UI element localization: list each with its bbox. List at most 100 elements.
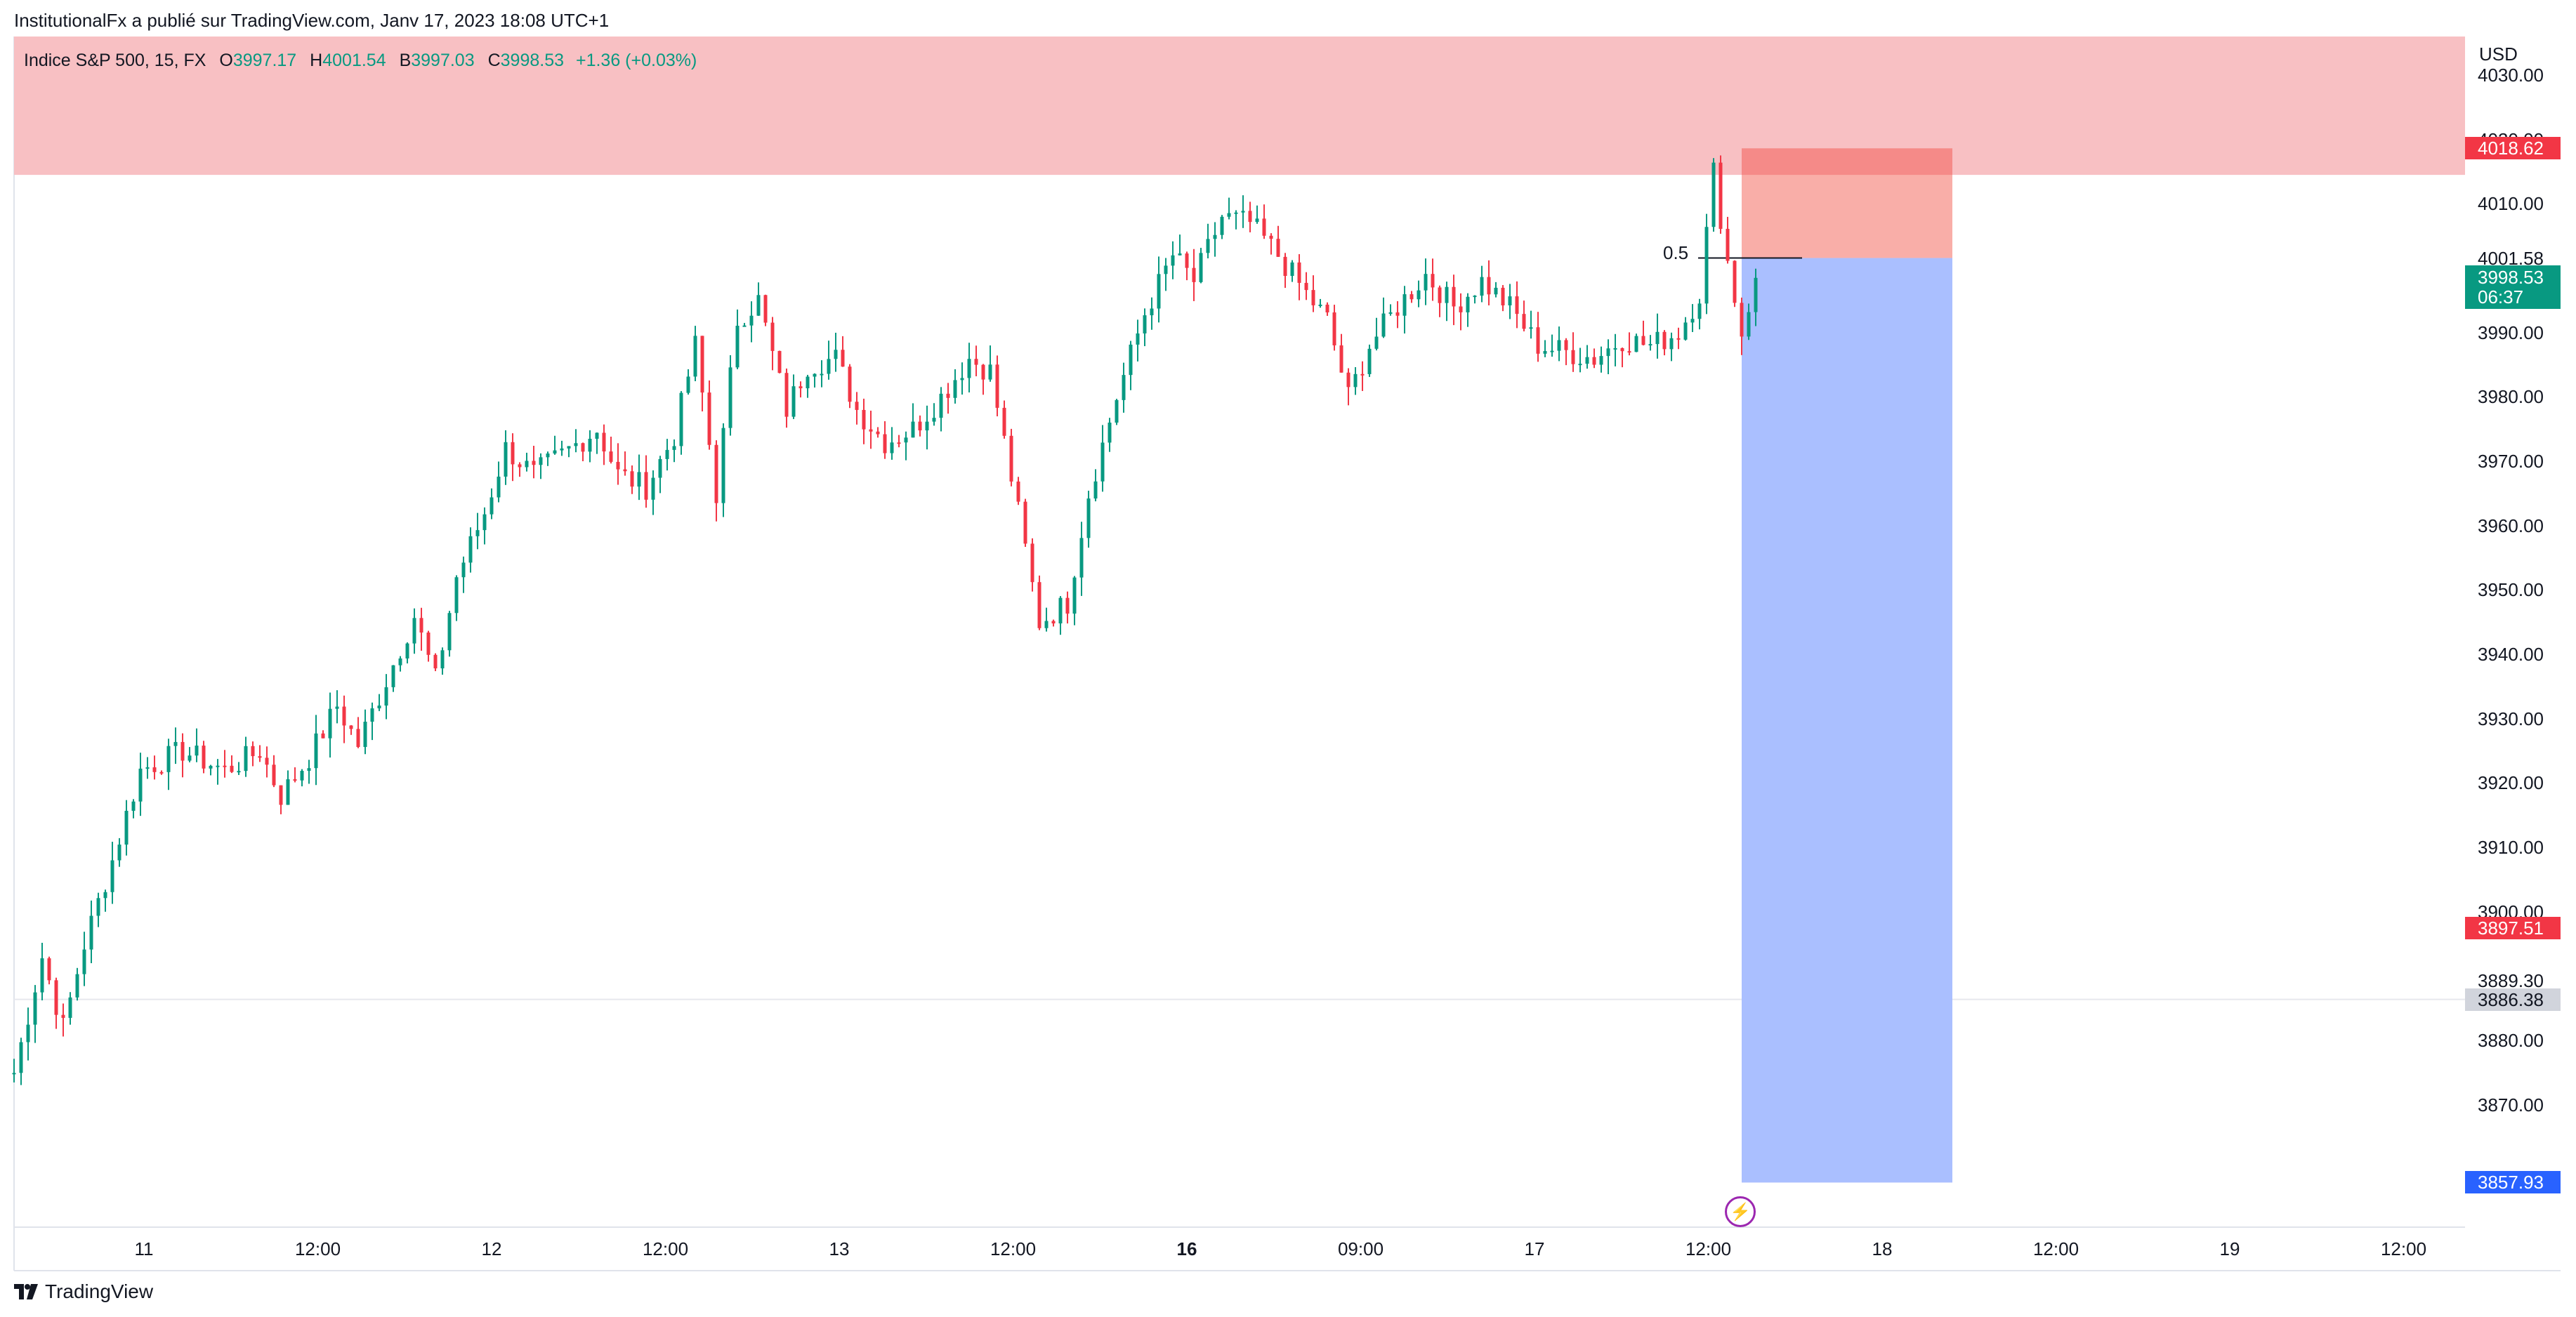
candle-body bbox=[1466, 296, 1470, 312]
candle-body bbox=[714, 444, 718, 503]
legend-low-label: B bbox=[399, 51, 412, 70]
legend-close-label: C bbox=[487, 51, 501, 70]
candle-body bbox=[939, 393, 943, 418]
candle-body bbox=[1683, 322, 1688, 340]
candle-body bbox=[1480, 277, 1484, 296]
candle-body bbox=[1002, 407, 1006, 436]
candle-body bbox=[1522, 314, 1526, 329]
candle-body bbox=[1747, 312, 1751, 337]
time-axis-label: 16 bbox=[1176, 1238, 1197, 1259]
candle-body bbox=[1697, 303, 1702, 319]
candle-body bbox=[230, 765, 234, 772]
candle-body bbox=[1297, 262, 1301, 283]
candle-body bbox=[1438, 287, 1442, 303]
candle-body bbox=[1606, 348, 1610, 357]
position-stop-overlap bbox=[1742, 148, 1952, 176]
candle-body bbox=[342, 706, 346, 726]
candle-body bbox=[12, 1073, 16, 1075]
price-axis-label: 3940.00 bbox=[2478, 644, 2544, 666]
price-tag-level: 3886.38 bbox=[2465, 988, 2561, 1011]
candle-body bbox=[1192, 267, 1196, 282]
candle-body bbox=[1719, 162, 1723, 229]
candle-body bbox=[1164, 265, 1168, 274]
candle-body bbox=[574, 443, 578, 446]
candle-body bbox=[1199, 253, 1203, 282]
candle-body bbox=[1248, 211, 1252, 223]
candle-body bbox=[1374, 336, 1379, 349]
candle-body bbox=[328, 708, 332, 739]
candle-body bbox=[834, 350, 838, 359]
candle-body bbox=[1360, 373, 1365, 376]
candle-body bbox=[581, 443, 585, 452]
candle-body bbox=[173, 741, 178, 746]
candle-body bbox=[272, 765, 276, 786]
candle-body bbox=[75, 974, 79, 998]
candle-body bbox=[567, 446, 571, 449]
currency-label[interactable]: USD bbox=[2479, 44, 2518, 65]
candle-body bbox=[532, 461, 536, 465]
candle-body bbox=[426, 633, 431, 655]
candle-body bbox=[1100, 442, 1105, 482]
candle-body bbox=[897, 442, 901, 444]
candle-body bbox=[1136, 333, 1140, 345]
candle-body bbox=[553, 450, 557, 454]
candle-body bbox=[504, 442, 508, 477]
price-axis-label: 3870.00 bbox=[2478, 1094, 2544, 1116]
candle-body bbox=[967, 359, 971, 378]
footer-brand: TradingView bbox=[45, 1280, 154, 1302]
candle-body bbox=[152, 767, 157, 772]
candle-body bbox=[1009, 435, 1013, 482]
candle-body bbox=[300, 771, 304, 781]
candle-body bbox=[489, 497, 494, 515]
legend-open-label: O bbox=[219, 51, 233, 70]
candle-body bbox=[391, 665, 395, 687]
candle-body bbox=[1178, 253, 1182, 256]
candle-body bbox=[595, 432, 599, 439]
time-axis-label: 19 bbox=[2219, 1238, 2240, 1259]
candle-body bbox=[1332, 312, 1336, 345]
candle-body bbox=[721, 428, 725, 503]
candle-body bbox=[1086, 498, 1091, 538]
candle-body bbox=[1740, 303, 1744, 337]
candle-body bbox=[1311, 290, 1315, 305]
price-axis-label: 3970.00 bbox=[2478, 451, 2544, 472]
candle-body bbox=[1227, 213, 1231, 217]
candle-body bbox=[110, 860, 114, 892]
candle-body bbox=[258, 756, 262, 758]
candle-body bbox=[644, 472, 648, 500]
candle-body bbox=[848, 366, 852, 402]
candle-body bbox=[433, 654, 438, 669]
candle-body bbox=[890, 442, 894, 454]
price-axis-label: 4030.00 bbox=[2478, 65, 2544, 86]
ohlc-legend: Indice S&P 500, 15, FX O3997.17 H4001.54… bbox=[24, 51, 697, 71]
candle-body bbox=[384, 687, 388, 706]
candle-body bbox=[1353, 373, 1358, 388]
candle-body bbox=[1283, 256, 1287, 277]
candle-body bbox=[1402, 294, 1407, 316]
candle-body bbox=[1150, 308, 1154, 316]
candle-body bbox=[405, 643, 409, 658]
candle-body bbox=[1627, 351, 1631, 353]
candle-body bbox=[1445, 286, 1449, 303]
candle-body bbox=[1424, 274, 1428, 291]
time-axis-label: 12:00 bbox=[642, 1238, 689, 1259]
candle-body bbox=[1648, 344, 1652, 346]
price-axis-label: 3980.00 bbox=[2478, 386, 2544, 408]
candle-body bbox=[665, 449, 669, 459]
price-axis-label: 3920.00 bbox=[2478, 772, 2544, 794]
candle-body bbox=[1143, 315, 1147, 333]
candle-body bbox=[1016, 481, 1020, 502]
lightning-icon[interactable]: ⚡ bbox=[1725, 1196, 1756, 1227]
candle-body bbox=[1459, 306, 1463, 312]
candle-body bbox=[1234, 212, 1238, 214]
candle-body bbox=[1613, 348, 1617, 350]
candle-body bbox=[279, 785, 283, 805]
time-axis-label: 09:00 bbox=[1337, 1238, 1384, 1259]
candle-body bbox=[960, 378, 964, 380]
candle-body bbox=[1655, 331, 1660, 345]
candle-body bbox=[1304, 282, 1308, 291]
tradingview-logo[interactable]: TradingView bbox=[14, 1280, 153, 1303]
candle-body bbox=[202, 746, 206, 769]
candle-body bbox=[349, 725, 353, 729]
